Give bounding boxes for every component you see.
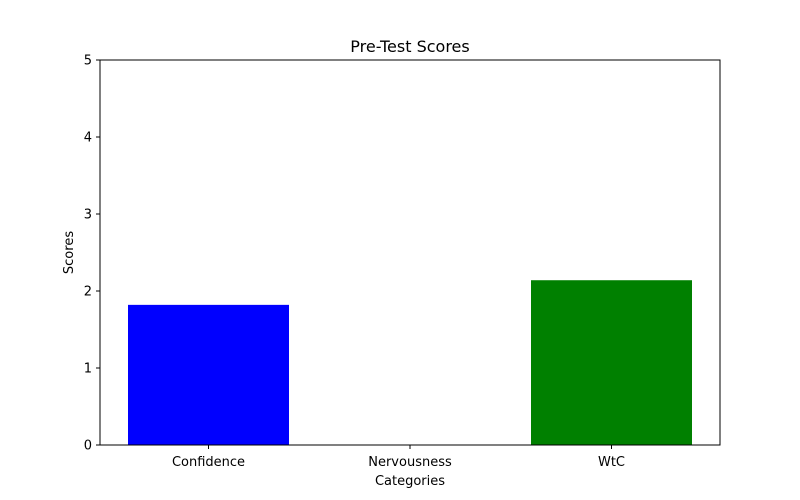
y-tick-label: 5 (84, 54, 92, 69)
bar-confidence (128, 304, 289, 445)
bar-group (128, 280, 692, 445)
x-axis-label: Categories (375, 474, 445, 489)
y-axis: 0 1 2 3 4 5 (84, 54, 100, 454)
x-tick-label: Nervousness (368, 455, 452, 470)
y-tick-label: 4 (84, 131, 92, 146)
y-tick-label: 0 (84, 439, 92, 454)
x-axis: Confidence Nervousness WtC (172, 445, 625, 470)
x-tick-label: Confidence (172, 455, 245, 470)
y-tick-label: 1 (84, 362, 92, 377)
y-tick-label: 3 (84, 208, 92, 223)
y-axis-label: Scores (62, 231, 77, 274)
x-tick-label: WtC (598, 455, 625, 470)
bar-wtc (531, 280, 692, 445)
chart-title: Pre-Test Scores (350, 37, 469, 56)
y-tick-label: 2 (84, 285, 92, 300)
